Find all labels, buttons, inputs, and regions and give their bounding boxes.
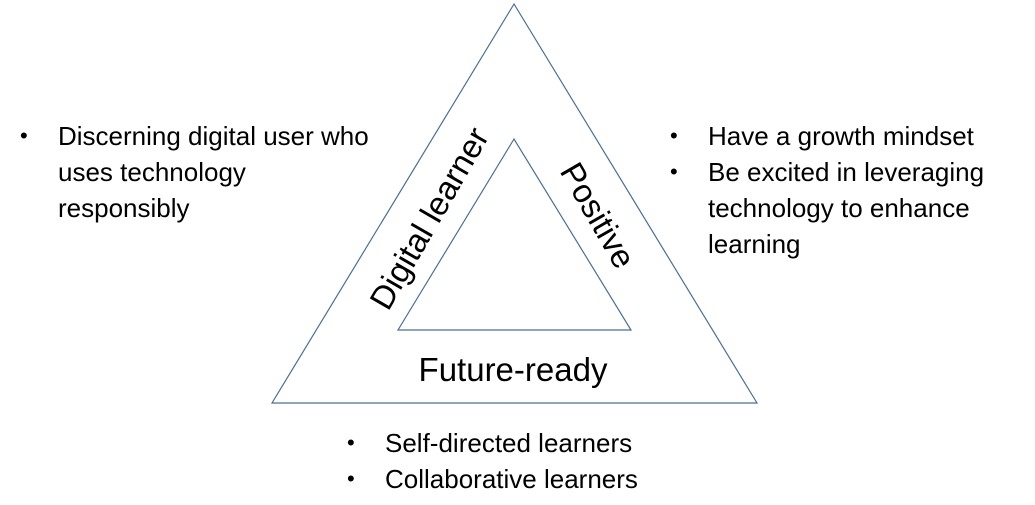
inner-triangle <box>396 137 633 331</box>
right-bullet-list: Have a growth mindset Be excited in leve… <box>670 118 1032 262</box>
list-item: Self-directed learners <box>347 425 727 461</box>
list-item: Discerning digital user who uses technol… <box>20 118 370 226</box>
list-item: Collaborative learners <box>347 461 727 497</box>
list-item: Be excited in leveraging technology to e… <box>670 154 1032 262</box>
outer-triangle <box>270 2 759 404</box>
left-bullet-list: Discerning digital user who uses technol… <box>20 118 370 226</box>
side-label-bottom: Future-ready <box>419 351 608 388</box>
bottom-bullet-list: Self-directed learners Collaborative lea… <box>347 425 727 497</box>
side-label-left: Digital learner <box>362 121 496 316</box>
list-item: Have a growth mindset <box>670 118 1032 154</box>
side-label-right: Positive <box>553 156 643 275</box>
